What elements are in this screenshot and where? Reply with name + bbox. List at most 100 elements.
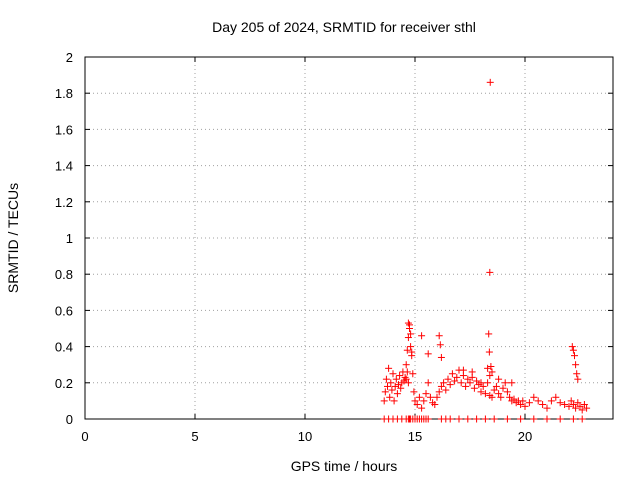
data-point <box>402 375 410 383</box>
x-tick-label: 15 <box>408 429 422 444</box>
data-point <box>382 375 390 383</box>
data-point <box>389 370 397 378</box>
data-point <box>437 353 445 361</box>
x-tick-label: 5 <box>191 429 198 444</box>
y-tick-label: 1.2 <box>55 195 73 210</box>
grid <box>85 57 613 419</box>
data-point <box>487 363 495 371</box>
data-point <box>436 341 444 349</box>
data-point <box>503 388 511 396</box>
data-point <box>568 343 576 351</box>
data-point <box>404 334 412 342</box>
data-point <box>576 402 584 410</box>
data-point <box>561 401 569 409</box>
data-point <box>401 373 409 381</box>
data-point <box>424 379 432 387</box>
chart-title: Day 205 of 2024, SRMTID for receiver sth… <box>212 19 476 35</box>
data-point <box>453 373 461 381</box>
data-point <box>569 415 577 423</box>
data-point <box>440 379 448 387</box>
data-point <box>573 370 581 378</box>
data-point <box>574 375 582 383</box>
data-point <box>488 368 496 376</box>
data-point <box>404 379 412 387</box>
data-point <box>578 415 586 423</box>
data-point <box>386 393 394 401</box>
data-point <box>446 415 454 423</box>
data-point <box>410 388 418 396</box>
data-point <box>431 401 439 409</box>
data-point <box>486 78 494 86</box>
data-point <box>539 401 547 409</box>
data-point <box>448 370 456 378</box>
data-point <box>497 393 505 401</box>
data-point <box>473 377 481 385</box>
data-point <box>468 373 476 381</box>
data-point <box>521 402 529 410</box>
data-point <box>396 372 404 380</box>
y-tick-label: 1.6 <box>55 122 73 137</box>
data-point <box>490 386 498 394</box>
y-tick-label: 0 <box>66 412 73 427</box>
data-point <box>403 346 411 354</box>
data-point <box>433 393 441 401</box>
data-point <box>395 381 402 389</box>
data-point <box>418 332 426 340</box>
data-point <box>477 388 485 396</box>
data-point <box>402 361 410 369</box>
data-point <box>517 415 525 423</box>
data-point <box>569 346 577 354</box>
y-tick-label: 2 <box>66 50 73 65</box>
data-point <box>442 386 450 394</box>
data-point <box>479 382 487 390</box>
x-tick-label: 0 <box>81 429 88 444</box>
data-point <box>388 386 396 394</box>
data-point <box>495 390 503 398</box>
data-point <box>484 379 492 387</box>
data-point <box>437 382 445 390</box>
data-point <box>384 382 391 390</box>
data-point <box>481 415 489 423</box>
data-point <box>435 332 443 340</box>
data-point <box>391 382 399 390</box>
data-point <box>422 390 430 398</box>
data-point <box>415 393 423 401</box>
data-point <box>569 401 577 409</box>
data-points <box>380 78 591 423</box>
data-point <box>424 350 432 358</box>
data-point <box>519 397 527 405</box>
y-tick-label: 0.4 <box>55 340 73 355</box>
data-point <box>556 415 564 423</box>
data-point <box>455 415 463 423</box>
data-point <box>510 395 518 403</box>
data-point <box>490 415 498 423</box>
y-tick-label: 0.2 <box>55 376 73 391</box>
data-point <box>466 379 474 387</box>
data-point <box>435 388 443 396</box>
data-point <box>484 364 492 372</box>
data-point <box>486 268 494 276</box>
data-point <box>556 399 564 407</box>
data-point <box>543 404 551 412</box>
data-point <box>565 402 573 410</box>
data-point <box>406 325 413 332</box>
data-point <box>572 404 580 412</box>
y-tick-label: 1.8 <box>55 86 73 101</box>
data-point <box>444 375 452 383</box>
data-point <box>446 381 454 389</box>
data-point <box>508 379 516 387</box>
y-axis-label: SRMTID / TECUs <box>5 183 21 293</box>
data-point <box>473 415 481 423</box>
data-point <box>547 397 555 405</box>
data-point <box>407 330 415 338</box>
data-point <box>486 372 494 380</box>
data-point <box>574 399 582 407</box>
data-point <box>424 415 432 423</box>
data-point <box>411 397 419 405</box>
data-point <box>408 348 416 356</box>
data-point <box>495 375 503 383</box>
axis-ticks: 0 5 10 15 20 0 0.2 0.4 0.6 0.8 1 1.2 1.4 1.6 1.8 2 <box>55 50 613 444</box>
data-point <box>485 330 493 338</box>
data-point <box>409 370 417 378</box>
